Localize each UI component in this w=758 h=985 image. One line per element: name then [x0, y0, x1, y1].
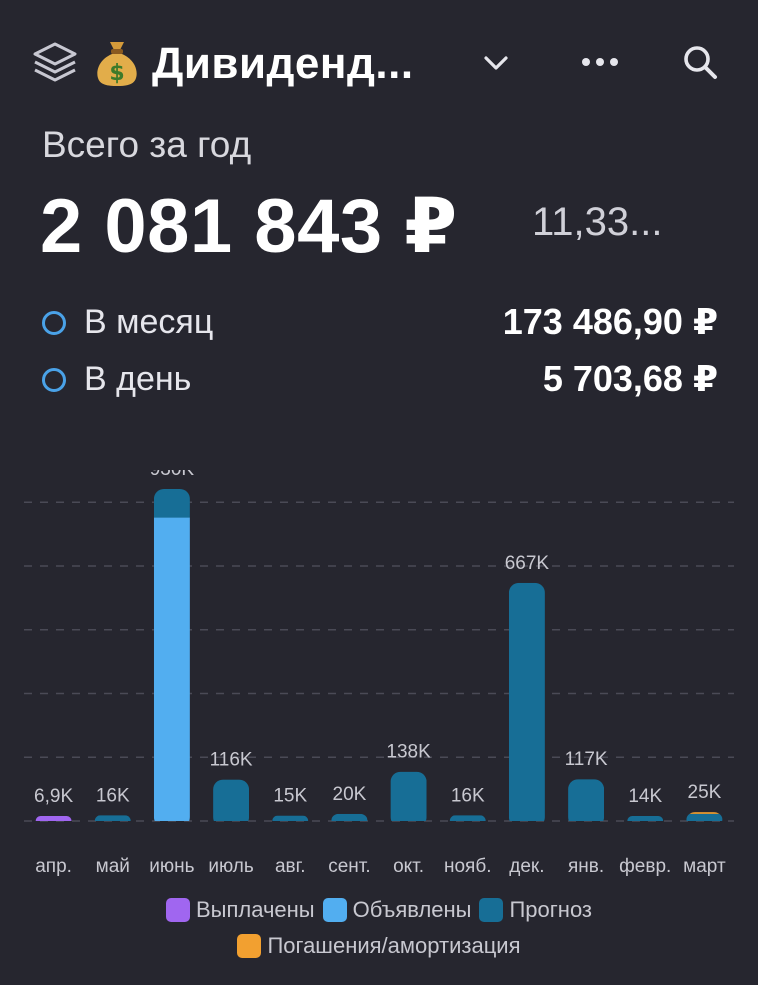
bar-segment [508, 582, 545, 821]
bar-segment [449, 815, 486, 821]
bar-segment [153, 517, 190, 821]
x-tick-label: март [683, 856, 726, 877]
bar-group-8 [449, 815, 486, 821]
circle-icon [42, 311, 66, 335]
legend-label-redemption: Погашения/амортизация [267, 933, 521, 958]
bar-segment [213, 779, 250, 821]
legend-row-1: Выплачены Объявлены Прогноз [0, 892, 758, 928]
per-day-value: 5 703,68 ₽ [542, 358, 718, 399]
bar-group-9 [508, 582, 545, 821]
x-tick-label: июль [208, 856, 254, 877]
search-icon[interactable] [680, 42, 720, 82]
bar-group-11 [627, 816, 664, 821]
bar-segment [627, 816, 664, 821]
more-icon[interactable] [578, 54, 622, 70]
per-month-label: В месяц [84, 303, 214, 341]
bar-group-3 [153, 488, 190, 821]
circle-icon [42, 368, 66, 392]
legend-swatch-redemption [237, 934, 262, 958]
bar-segment [331, 813, 368, 821]
bar-group-2 [94, 815, 131, 821]
x-tick-label: апр. [35, 856, 72, 877]
legend-swatch-declared [322, 898, 347, 922]
bar-segment [686, 813, 723, 821]
x-tick-label: дек. [509, 856, 544, 877]
legend-item-declared[interactable]: Объявлены [322, 897, 472, 923]
bar-segment [35, 816, 72, 821]
bar-group-7 [390, 771, 427, 821]
x-tick-label: сент. [328, 856, 370, 877]
legend-item-paid[interactable]: Выплачены [165, 897, 315, 923]
bar-segment [272, 815, 309, 821]
bar-value-label: 16K [451, 785, 485, 806]
layers-icon[interactable] [30, 38, 80, 88]
header: $ Дивиденд... [30, 34, 730, 94]
bar-value-label: 138K [386, 742, 431, 763]
bar-group-1 [35, 816, 72, 821]
page-title[interactable]: Дивиденд... [152, 39, 414, 88]
legend-label-declared: Объявлены [352, 897, 472, 922]
bar-value-label: 667K [505, 553, 550, 574]
bar-value-label: 930K [150, 470, 195, 480]
yield-percent[interactable]: 11,33... [532, 200, 663, 244]
legend-label-forecast: Прогноз [509, 897, 593, 922]
bar-group-12 [686, 812, 723, 821]
bar-value-label: 15K [273, 786, 307, 807]
per-day-row: В день 5 703,68 ₽ [40, 357, 720, 401]
per-month-row: В месяц 173 486,90 ₽ [40, 300, 720, 344]
bar-segment [390, 771, 427, 821]
legend-swatch-forecast [479, 898, 504, 922]
dividends-bar-chart: 6,9K апр. 16K май 930K июнь 116K июль 15K авг. 20K… [0, 470, 758, 900]
legend-item-forecast[interactable]: Прогноз [479, 897, 592, 923]
bar-value-label: 117K [565, 749, 608, 770]
legend-item-redemption[interactable]: Погашения/амортизация [237, 933, 521, 959]
svg-text:$: $ [109, 61, 124, 86]
bar-value-label: 14K [628, 786, 662, 807]
x-tick-label: февр. [619, 856, 671, 877]
year-label: Всего за год [42, 124, 252, 165]
total-amount: 2 081 843 ₽ [40, 184, 458, 269]
legend-swatch-paid [165, 898, 190, 922]
bar-group-4 [213, 779, 250, 821]
bar-group-10 [568, 779, 605, 821]
bar-segment [568, 779, 605, 821]
bar-value-label: 25K [688, 782, 722, 803]
x-tick-label: авг. [275, 856, 306, 877]
bar-segment [686, 812, 723, 814]
legend-label-paid: Выплачены [195, 897, 315, 922]
chart-legend: Выплачены Объявлены Прогноз Погашения/ам… [0, 892, 758, 964]
per-month-value: 173 486,90 ₽ [502, 301, 718, 342]
bar-value-label: 20K [333, 784, 367, 805]
x-tick-label: нояб. [444, 856, 492, 877]
bar-value-label: 6,9K [34, 786, 73, 807]
bar-value-label: 16K [96, 785, 130, 806]
x-tick-label: янв. [568, 856, 604, 877]
chevron-down-icon[interactable] [482, 52, 510, 74]
bar-value-label: 116K [210, 750, 253, 771]
money-bag-icon: $ [97, 42, 137, 86]
x-tick-label: окт. [393, 856, 424, 877]
legend-row-2: Погашения/амортизация [0, 928, 758, 964]
per-day-label: В день [84, 360, 192, 398]
x-tick-label: июнь [149, 856, 194, 877]
bar-segment [153, 488, 190, 518]
x-tick-label: май [96, 856, 130, 877]
bar-group-6 [331, 813, 368, 821]
bar-group-5 [272, 815, 309, 821]
chart-svg: 6,9K апр. 16K май 930K июнь 116K июль 15K авг. 20K… [24, 470, 734, 877]
bar-segment [94, 815, 131, 821]
